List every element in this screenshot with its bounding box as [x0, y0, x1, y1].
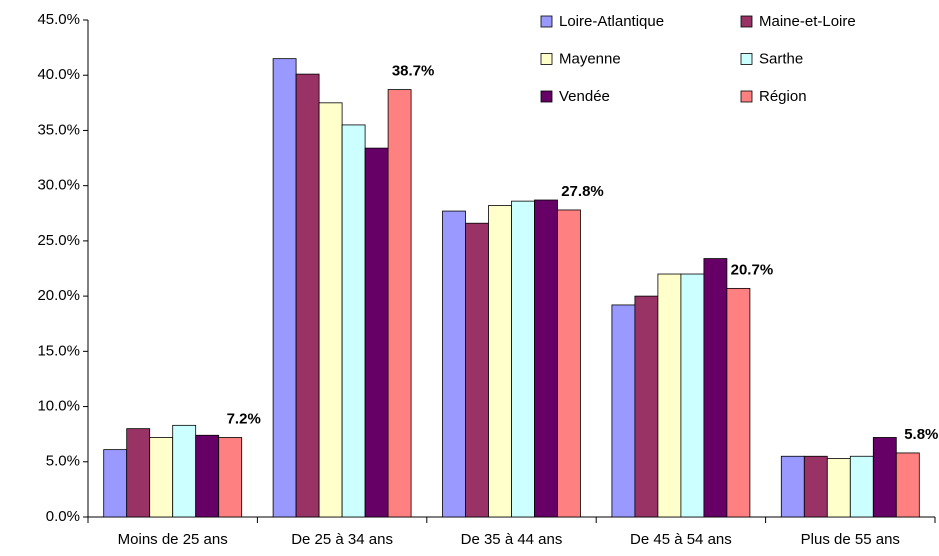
- bar: [295, 73, 320, 518]
- bar: [149, 437, 174, 518]
- x-tick-label: De 35 à 44 ans: [461, 531, 563, 548]
- legend-label: Sarthe: [759, 50, 803, 67]
- bar: [872, 437, 897, 518]
- data-label: 20.7%: [731, 261, 774, 278]
- bar: [511, 200, 535, 518]
- y-tick-label: 30.0%: [37, 177, 80, 194]
- legend-label: Loire-Atlantique: [559, 13, 664, 30]
- bar: [272, 58, 297, 518]
- bar: [895, 452, 920, 518]
- bar: [557, 209, 581, 518]
- x-tick-label: Plus de 55 ans: [801, 531, 900, 548]
- y-tick-label: 10.0%: [37, 398, 80, 415]
- bar: [726, 287, 751, 518]
- legend-swatch: [740, 53, 753, 65]
- bar: [103, 449, 128, 518]
- bar: [387, 89, 412, 518]
- legend-label: Mayenne: [559, 50, 621, 67]
- legend-swatch: [540, 90, 553, 103]
- bar: [442, 210, 466, 518]
- legend-label: Région: [759, 88, 807, 105]
- bar: [341, 124, 366, 518]
- bar: [195, 434, 220, 518]
- legend-swatch: [740, 90, 753, 103]
- legend-label: Maine-et-Loire: [759, 13, 856, 30]
- bar: [657, 273, 682, 518]
- bar: [611, 304, 636, 518]
- bar: [849, 455, 874, 518]
- y-tick-label: 35.0%: [37, 121, 80, 138]
- bar: [172, 424, 197, 518]
- data-label: 38.7%: [392, 63, 435, 80]
- x-tick-label: De 45 à 54 ans: [630, 531, 732, 548]
- y-tick-label: 20.0%: [37, 287, 80, 304]
- x-tick-label: De 25 à 34 ans: [291, 531, 393, 548]
- legend-swatch: [540, 53, 553, 65]
- y-tick-label: 15.0%: [37, 342, 80, 359]
- data-label: 7.2%: [227, 410, 261, 427]
- y-tick-label: 45.0%: [37, 11, 80, 28]
- bar: [803, 455, 828, 518]
- bar: [488, 205, 512, 518]
- bar: [680, 273, 705, 518]
- bar: [126, 428, 151, 518]
- data-label: 27.8%: [561, 183, 604, 200]
- bar: [780, 455, 805, 518]
- bar: [534, 199, 558, 518]
- legend-label: Vendée: [559, 88, 610, 105]
- data-label: 5.8%: [904, 426, 938, 443]
- bar: [703, 258, 728, 518]
- bar: [826, 458, 851, 518]
- bar: [634, 295, 659, 518]
- y-tick-label: 5.0%: [46, 453, 80, 470]
- x-tick-label: Moins de 25 ans: [118, 531, 228, 548]
- bar: [364, 147, 389, 518]
- y-tick-label: 40.0%: [37, 66, 80, 83]
- y-tick-label: 0.0%: [46, 508, 80, 525]
- bar: [318, 102, 343, 518]
- y-tick-label: 25.0%: [37, 232, 80, 249]
- bar: [465, 222, 489, 518]
- legend-swatch: [740, 15, 753, 28]
- legend-swatch: [540, 15, 553, 28]
- bar: [218, 437, 243, 518]
